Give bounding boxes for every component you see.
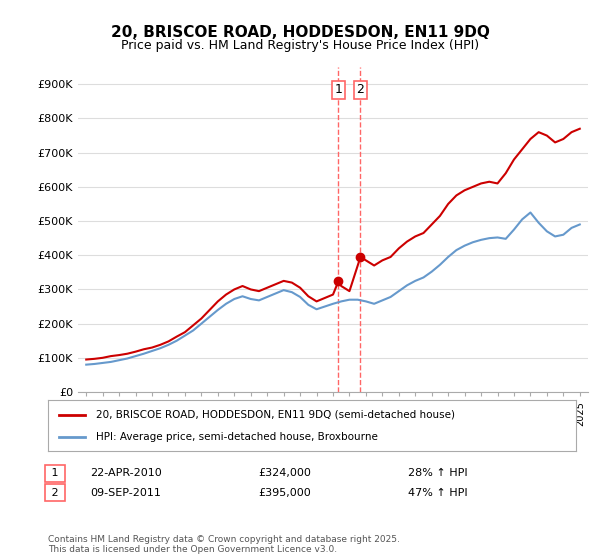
Text: 28% ↑ HPI: 28% ↑ HPI	[408, 468, 467, 478]
Text: 20, BRISCOE ROAD, HODDESDON, EN11 9DQ (semi-detached house): 20, BRISCOE ROAD, HODDESDON, EN11 9DQ (s…	[95, 409, 455, 419]
Text: 2: 2	[356, 83, 364, 96]
Text: £395,000: £395,000	[258, 488, 311, 498]
Text: 1: 1	[48, 468, 62, 478]
Text: 22-APR-2010: 22-APR-2010	[90, 468, 162, 478]
Text: Price paid vs. HM Land Registry's House Price Index (HPI): Price paid vs. HM Land Registry's House …	[121, 39, 479, 52]
Text: 1: 1	[334, 83, 343, 96]
Text: 20, BRISCOE ROAD, HODDESDON, EN11 9DQ: 20, BRISCOE ROAD, HODDESDON, EN11 9DQ	[110, 25, 490, 40]
Text: Contains HM Land Registry data © Crown copyright and database right 2025.
This d: Contains HM Land Registry data © Crown c…	[48, 535, 400, 554]
Text: 47% ↑ HPI: 47% ↑ HPI	[408, 488, 467, 498]
Text: 09-SEP-2011: 09-SEP-2011	[90, 488, 161, 498]
Text: 2: 2	[48, 488, 62, 498]
Text: £324,000: £324,000	[258, 468, 311, 478]
Text: HPI: Average price, semi-detached house, Broxbourne: HPI: Average price, semi-detached house,…	[95, 432, 377, 442]
